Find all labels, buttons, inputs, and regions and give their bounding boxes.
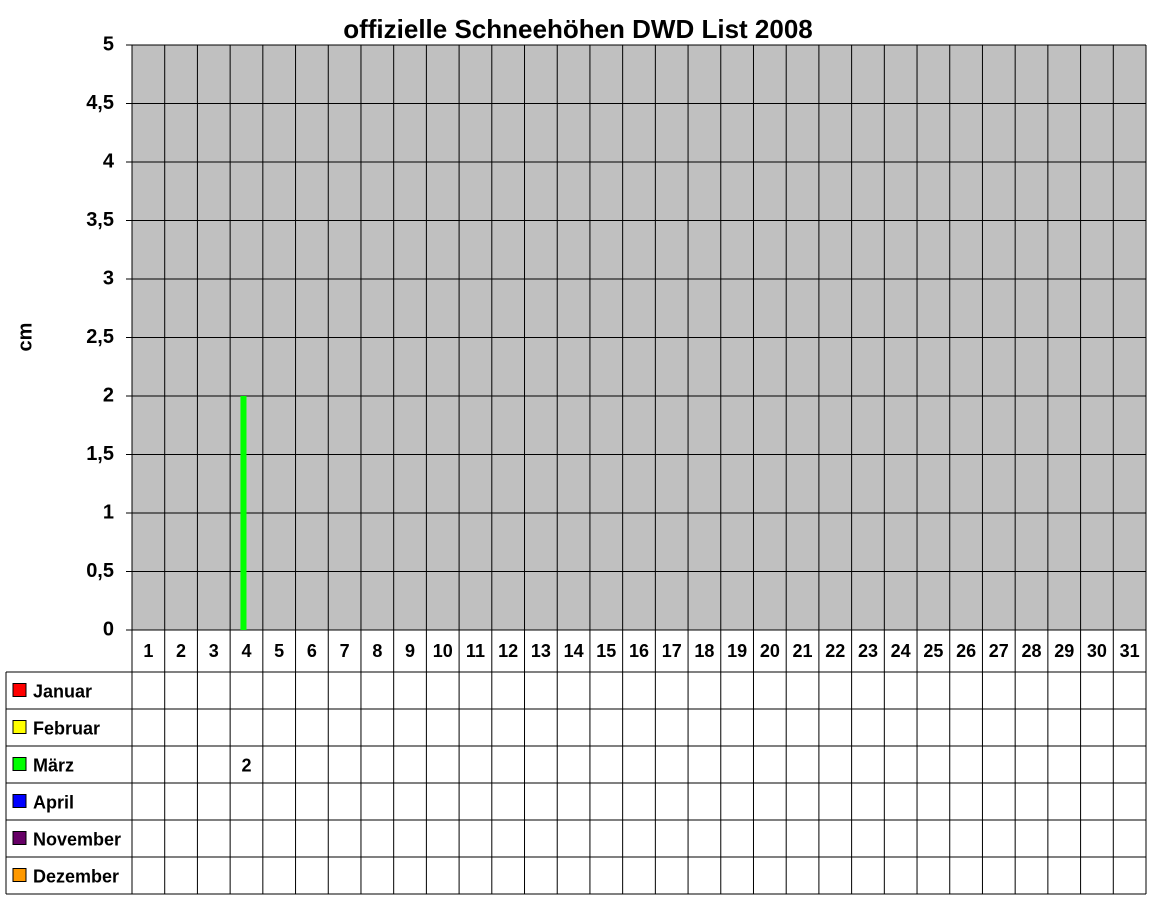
x-tick-label: 15 <box>596 641 616 661</box>
y-tick-label: 2 <box>103 384 114 406</box>
bar <box>240 396 247 630</box>
x-tick-label: 20 <box>760 641 780 661</box>
y-tick-label: 0,5 <box>86 560 114 582</box>
legend-label: Januar <box>33 681 92 701</box>
x-tick-label: 3 <box>209 641 219 661</box>
x-tick-label: 4 <box>241 641 251 661</box>
x-tick-label: 1 <box>143 641 153 661</box>
x-tick-label: 11 <box>466 641 485 661</box>
x-tick-label: 18 <box>694 641 714 661</box>
legend-swatch <box>12 868 27 882</box>
x-tick-label: 2 <box>176 641 186 661</box>
y-tick-label: 1,5 <box>86 443 114 465</box>
y-tick-label: 4 <box>103 150 115 172</box>
legend-swatch <box>12 794 27 808</box>
x-tick-label: 17 <box>662 641 682 661</box>
x-tick-label: 6 <box>307 641 317 661</box>
x-tick-label: 14 <box>564 641 584 661</box>
x-tick-label: 16 <box>629 641 649 661</box>
x-tick-label: 25 <box>923 641 943 661</box>
legend-label: Dezember <box>33 866 119 886</box>
x-tick-label: 13 <box>531 641 551 661</box>
x-tick-label: 30 <box>1087 641 1107 661</box>
y-tick-label: 3 <box>103 267 114 289</box>
x-tick-label: 7 <box>340 641 350 661</box>
legend-label: März <box>33 755 74 775</box>
legend-swatch <box>12 683 27 697</box>
x-tick-label: 22 <box>825 641 845 661</box>
legend-label: April <box>33 792 74 812</box>
x-tick-label: 31 <box>1120 641 1140 661</box>
legend-swatch <box>12 720 27 734</box>
x-tick-label: 9 <box>405 641 415 661</box>
y-tick-label: 1 <box>103 501 114 523</box>
x-tick-label: 10 <box>433 641 453 661</box>
y-axis-label: cm <box>14 323 36 352</box>
y-tick-label: 2,5 <box>86 326 114 348</box>
x-tick-label: 5 <box>274 641 284 661</box>
legend-label: November <box>33 829 121 849</box>
x-tick-label: 8 <box>372 641 382 661</box>
x-tick-label: 23 <box>858 641 878 661</box>
x-tick-label: 24 <box>891 641 911 661</box>
table-value: 2 <box>241 755 251 775</box>
legend-swatch <box>12 757 27 771</box>
x-tick-label: 26 <box>956 641 976 661</box>
x-tick-label: 27 <box>989 641 1009 661</box>
y-tick-label: 0 <box>103 618 114 640</box>
y-tick-label: 4,5 <box>86 92 114 114</box>
x-tick-label: 19 <box>727 641 747 661</box>
chart-title: offizielle Schneehöhen DWD List 2008 <box>343 14 813 44</box>
y-tick-label: 5 <box>103 33 114 55</box>
x-tick-label: 21 <box>793 641 813 661</box>
x-tick-label: 29 <box>1054 641 1074 661</box>
legend-label: Februar <box>33 718 100 738</box>
x-tick-label: 12 <box>498 641 518 661</box>
y-tick-label: 3,5 <box>86 209 114 231</box>
legend-swatch <box>12 831 27 845</box>
x-tick-label: 28 <box>1022 641 1042 661</box>
